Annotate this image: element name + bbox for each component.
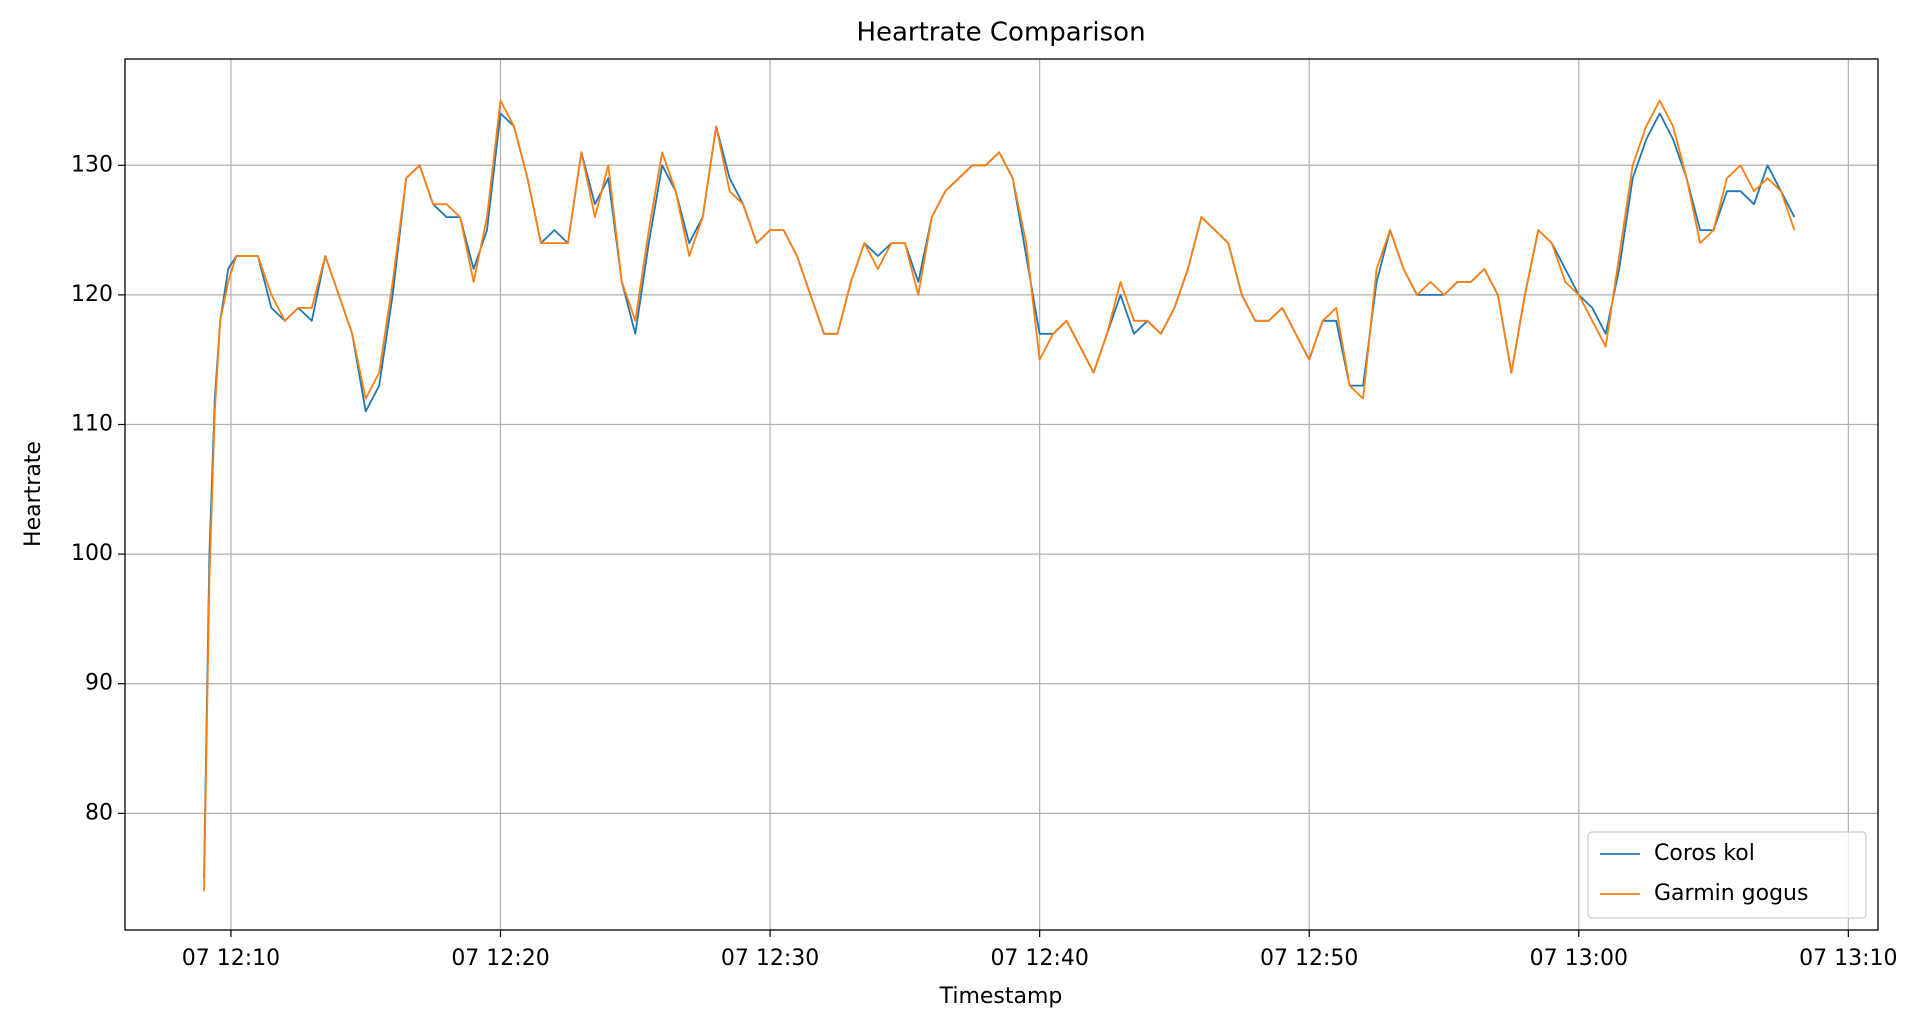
y-axis-label: Heartrate [21, 441, 46, 547]
x-axis-label: Timestamp [939, 984, 1063, 1009]
plot-frame [124, 58, 1879, 931]
y-tick-label: 120 [71, 282, 113, 307]
x-tick-label: 07 13:10 [1799, 946, 1897, 971]
x-tick-label: 07 12:20 [451, 946, 549, 971]
series-line [203, 99, 1796, 892]
x-tick-label: 07 12:30 [721, 946, 819, 971]
x-tick-label: 07 12:10 [182, 946, 280, 971]
x-tick-label: 07 12:50 [1260, 946, 1358, 971]
chart-title: Heartrate Comparison [856, 18, 1145, 48]
y-tick-label: 80 [85, 800, 113, 825]
legend-box [1587, 831, 1867, 919]
series-line [203, 112, 1796, 879]
legend-label: Coros kol [1654, 841, 1755, 866]
x-tick-label: 07 13:00 [1530, 946, 1628, 971]
y-tick-label: 130 [71, 152, 113, 177]
y-tick-label: 110 [71, 412, 113, 437]
legend-label: Garmin gogus [1654, 881, 1808, 906]
y-tick-label: 100 [71, 541, 113, 566]
y-tick-label: 90 [85, 671, 113, 696]
x-tick-label: 07 12:40 [990, 946, 1088, 971]
